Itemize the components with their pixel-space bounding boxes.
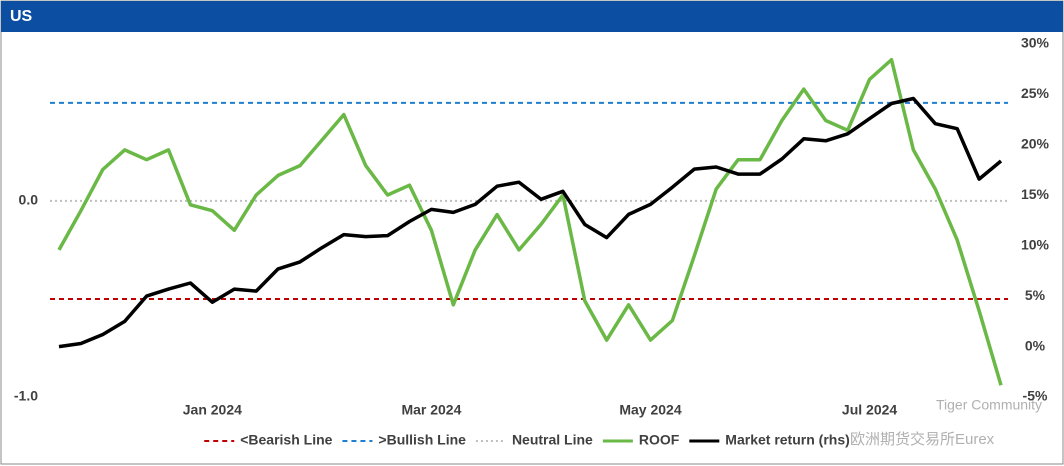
series-line <box>57 57 1003 386</box>
x-tick-label: Mar 2024 <box>401 402 461 418</box>
y2-tick-label: 20% <box>1021 136 1050 152</box>
y2-tick-label: 5% <box>1025 287 1046 303</box>
legend-label: Market return (rhs) <box>725 432 849 448</box>
y2-tick-label: -5% <box>1023 388 1048 404</box>
header-bar <box>1 1 1063 32</box>
x-tick-label: May 2024 <box>619 402 681 418</box>
x-tick-label: Jul 2024 <box>842 402 897 418</box>
watermark: 欧洲期货交易所Eurex <box>850 430 995 448</box>
y2-tick-label: 15% <box>1021 186 1050 202</box>
legend-label: <Bearish Line <box>240 432 332 448</box>
y2-tick-label: 25% <box>1021 85 1050 101</box>
y2-tick-label: 30% <box>1021 35 1050 51</box>
watermark: Tiger Community <box>936 397 1042 413</box>
series-line <box>58 96 1003 349</box>
legend-label: Neutral Line <box>512 432 593 448</box>
y2-tick-label: 0% <box>1025 337 1046 353</box>
legend-label: ROOF <box>639 432 680 448</box>
chart-title: US <box>10 8 33 25</box>
x-tick-label: Jan 2024 <box>183 402 242 418</box>
y-tick-label: -1.0 <box>14 388 38 404</box>
y-tick-label: 0.0 <box>19 192 39 208</box>
y2-tick-label: 10% <box>1021 236 1050 252</box>
legend-label: >Bullish Line <box>378 432 466 448</box>
